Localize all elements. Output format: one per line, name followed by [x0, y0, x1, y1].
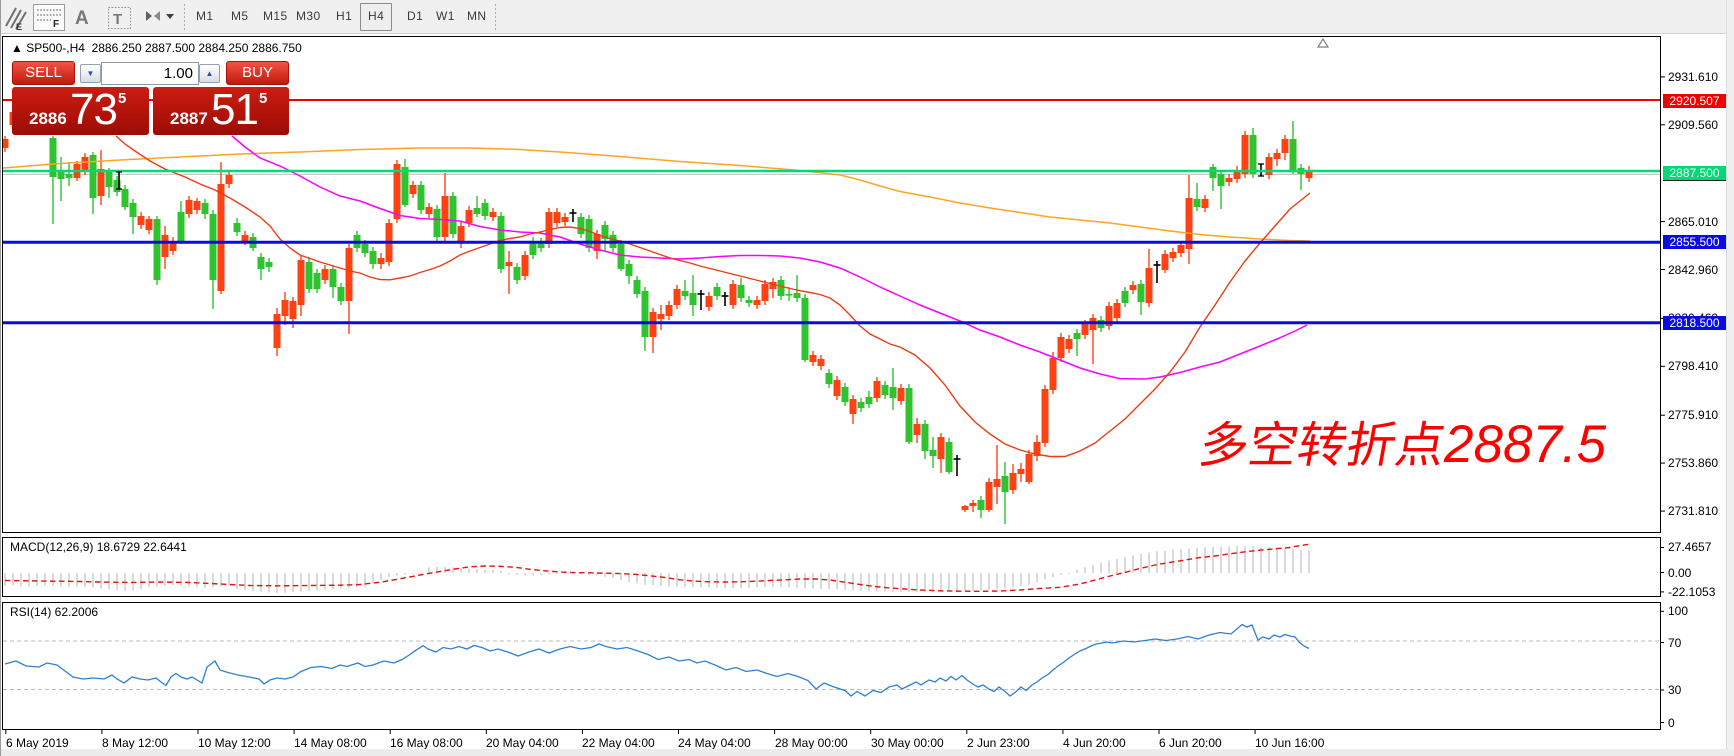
svg-text:A: A [75, 8, 89, 29]
svg-text:E: E [16, 22, 22, 32]
svg-text:F: F [53, 19, 59, 30]
svg-text:2887.5: 2887.5 [1443, 415, 1607, 474]
svg-text:T: T [113, 11, 122, 28]
